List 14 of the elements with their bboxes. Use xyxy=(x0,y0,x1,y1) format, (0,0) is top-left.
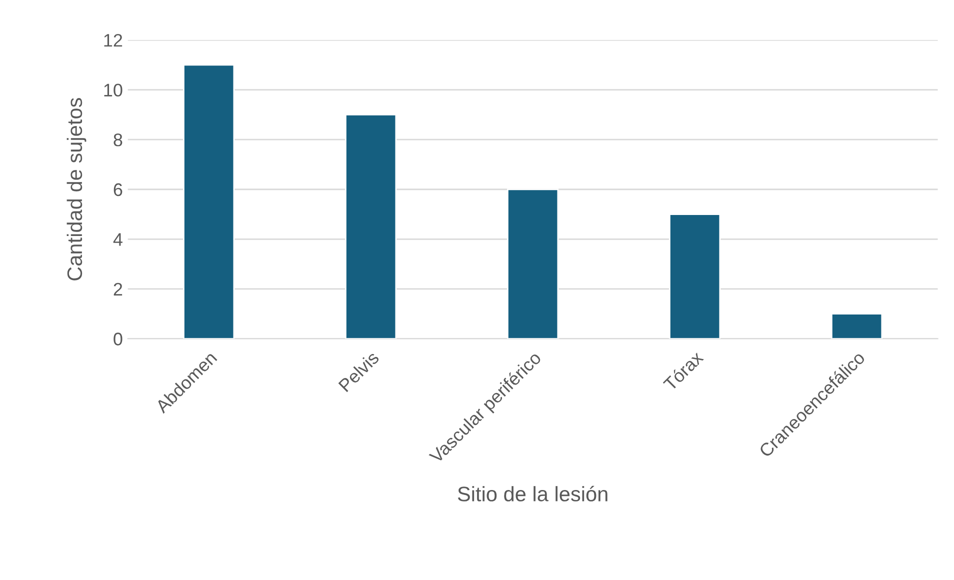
y-tick-label: 0 xyxy=(114,332,122,346)
y-tick-label: 10 xyxy=(104,84,122,97)
bar xyxy=(507,188,559,339)
bar xyxy=(830,313,883,339)
bar xyxy=(345,114,397,339)
y-tick-label: 6 xyxy=(114,183,122,196)
bar xyxy=(668,214,721,339)
y-axis-title: Cantidad de sujetos xyxy=(66,98,86,280)
y-tick-label: 12 xyxy=(104,34,122,47)
y-tick-label: 2 xyxy=(114,282,122,296)
y-tick-label: 4 xyxy=(113,233,122,246)
x-axis-title: Sitio de la lesión xyxy=(458,486,608,502)
bar xyxy=(183,64,235,339)
y-tick-label: 8 xyxy=(114,134,122,146)
